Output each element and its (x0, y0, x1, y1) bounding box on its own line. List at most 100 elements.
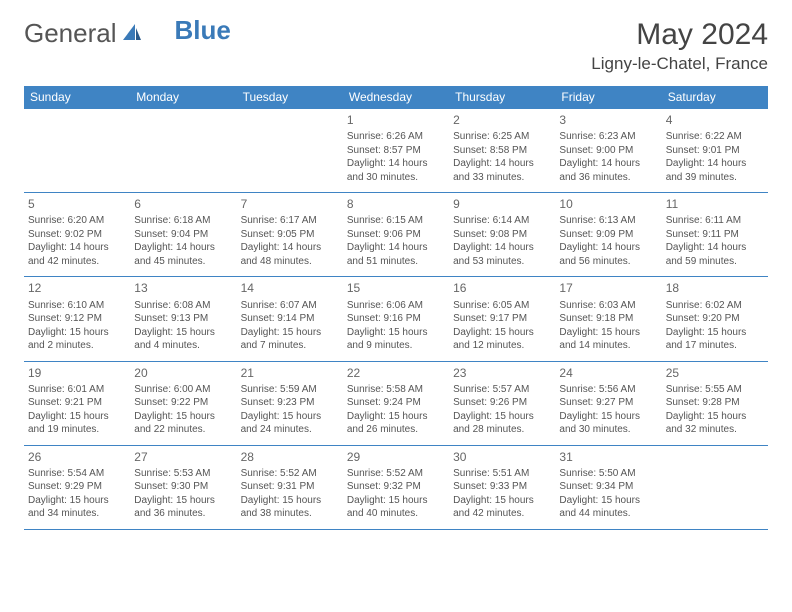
day-daylight: Daylight: 15 hours and 38 minutes. (241, 494, 339, 521)
day-number: 27 (134, 449, 232, 465)
day-daylight: Daylight: 15 hours and 22 minutes. (134, 410, 232, 437)
day-sunrise: Sunrise: 5:59 AM (241, 383, 339, 397)
day-sunrise: Sunrise: 6:13 AM (559, 214, 657, 228)
day-daylight: Daylight: 15 hours and 26 minutes. (347, 410, 445, 437)
day-daylight: Daylight: 15 hours and 7 minutes. (241, 326, 339, 353)
day-number: 17 (559, 280, 657, 296)
day-number: 15 (347, 280, 445, 296)
day-number: 7 (241, 196, 339, 212)
day-sunset: Sunset: 9:18 PM (559, 312, 657, 326)
day-sunrise: Sunrise: 6:02 AM (666, 299, 764, 313)
day-sunrise: Sunrise: 6:07 AM (241, 299, 339, 313)
calendar-table: Sunday Monday Tuesday Wednesday Thursday… (24, 86, 768, 530)
day-number: 6 (134, 196, 232, 212)
calendar-day-cell: 31Sunrise: 5:50 AMSunset: 9:34 PMDayligh… (555, 445, 661, 529)
calendar-day-cell: 4Sunrise: 6:22 AMSunset: 9:01 PMDaylight… (662, 109, 768, 193)
day-daylight: Daylight: 15 hours and 40 minutes. (347, 494, 445, 521)
day-sunset: Sunset: 9:27 PM (559, 396, 657, 410)
day-daylight: Daylight: 15 hours and 9 minutes. (347, 326, 445, 353)
day-header: Wednesday (343, 86, 449, 109)
day-daylight: Daylight: 14 hours and 30 minutes. (347, 157, 445, 184)
day-sunrise: Sunrise: 5:52 AM (347, 467, 445, 481)
calendar-day-cell: 8Sunrise: 6:15 AMSunset: 9:06 PMDaylight… (343, 193, 449, 277)
day-sunrise: Sunrise: 6:23 AM (559, 130, 657, 144)
day-sunset: Sunset: 9:14 PM (241, 312, 339, 326)
day-daylight: Daylight: 15 hours and 14 minutes. (559, 326, 657, 353)
calendar-day-cell: 17 Sunrise: 6:03 AMSunset: 9:18 PMDayligh… (555, 277, 661, 361)
day-sunrise: Sunrise: 5:56 AM (559, 383, 657, 397)
day-sunset: Sunset: 9:31 PM (241, 480, 339, 494)
day-sunrise: Sunrise: 5:52 AM (241, 467, 339, 481)
day-sunrise: Sunrise: 5:57 AM (453, 383, 551, 397)
calendar-week-row: 26Sunrise: 5:54 AMSunset: 9:29 PMDayligh… (24, 445, 768, 529)
calendar-day-cell: 24Sunrise: 5:56 AMSunset: 9:27 PMDayligh… (555, 361, 661, 445)
calendar-body: 1Sunrise: 6:26 AMSunset: 8:57 PMDaylight… (24, 109, 768, 530)
day-sunrise: Sunrise: 6:01 AM (28, 383, 126, 397)
calendar-day-cell: 3Sunrise: 6:23 AMSunset: 9:00 PMDaylight… (555, 109, 661, 193)
day-daylight: Daylight: 14 hours and 42 minutes. (28, 241, 126, 268)
calendar-day-cell: 1Sunrise: 6:26 AMSunset: 8:57 PMDaylight… (343, 109, 449, 193)
day-daylight: Daylight: 15 hours and 24 minutes. (241, 410, 339, 437)
calendar-day-cell: 15Sunrise: 6:06 AMSunset: 9:16 PMDayligh… (343, 277, 449, 361)
day-sunrise: Sunrise: 6:22 AM (666, 130, 764, 144)
day-sunset: Sunset: 9:09 PM (559, 228, 657, 242)
calendar-day-cell: 13Sunrise: 6:08 AMSunset: 9:13 PMDayligh… (130, 277, 236, 361)
day-sunset: Sunset: 9:20 PM (666, 312, 764, 326)
title-block: May 2024 Ligny-le-Chatel, France (591, 18, 768, 74)
day-daylight: Daylight: 14 hours and 48 minutes. (241, 241, 339, 268)
calendar-day-cell (237, 109, 343, 193)
day-number: 19 (28, 365, 126, 381)
header: General Blue May 2024 Ligny-le-Chatel, F… (24, 18, 768, 74)
calendar-day-cell (130, 109, 236, 193)
calendar-day-cell: 10Sunrise: 6:13 AMSunset: 9:09 PMDayligh… (555, 193, 661, 277)
day-sunset: Sunset: 9:28 PM (666, 396, 764, 410)
day-number: 22 (347, 365, 445, 381)
day-header: Sunday (24, 86, 130, 109)
day-number: 1 (347, 112, 445, 128)
calendar-week-row: 5Sunrise: 6:20 AMSunset: 9:02 PMDaylight… (24, 193, 768, 277)
day-daylight: Daylight: 14 hours and 56 minutes. (559, 241, 657, 268)
day-number: 11 (666, 196, 764, 212)
day-sunset: Sunset: 9:17 PM (453, 312, 551, 326)
calendar-week-row: 1Sunrise: 6:26 AMSunset: 8:57 PMDaylight… (24, 109, 768, 193)
day-daylight: Daylight: 14 hours and 53 minutes. (453, 241, 551, 268)
day-sunrise: Sunrise: 5:50 AM (559, 467, 657, 481)
day-number: 31 (559, 449, 657, 465)
day-sunset: Sunset: 8:57 PM (347, 144, 445, 158)
day-header: Thursday (449, 86, 555, 109)
calendar-day-cell: 18Sunrise: 6:02 AMSunset: 9:20 PMDayligh… (662, 277, 768, 361)
day-daylight: Daylight: 15 hours and 44 minutes. (559, 494, 657, 521)
day-number: 24 (559, 365, 657, 381)
calendar-day-cell: 27Sunrise: 5:53 AMSunset: 9:30 PMDayligh… (130, 445, 236, 529)
day-daylight: Daylight: 15 hours and 34 minutes. (28, 494, 126, 521)
calendar-day-cell: 28 Sunrise: 5:52 AMSunset: 9:31 PMDayligh… (237, 445, 343, 529)
day-sunrise: Sunrise: 6:10 AM (28, 299, 126, 313)
day-header: Friday (555, 86, 661, 109)
day-sunset: Sunset: 9:22 PM (134, 396, 232, 410)
day-number: 28 (241, 449, 339, 465)
day-number: 21 (241, 365, 339, 381)
day-sunrise: Sunrise: 6:03 AM (559, 299, 657, 313)
day-number: 29 (347, 449, 445, 465)
day-number: 20 (134, 365, 232, 381)
day-number: 26 (28, 449, 126, 465)
day-daylight: Daylight: 14 hours and 36 minutes. (559, 157, 657, 184)
day-daylight: Daylight: 14 hours and 59 minutes. (666, 241, 764, 268)
day-sunrise: Sunrise: 6:08 AM (134, 299, 232, 313)
day-sunset: Sunset: 9:16 PM (347, 312, 445, 326)
calendar-day-cell: 19 Sunrise: 6:01 AMSunset: 9:21 PMDayligh… (24, 361, 130, 445)
day-header: Tuesday (237, 86, 343, 109)
day-sunrise: Sunrise: 6:18 AM (134, 214, 232, 228)
day-sunset: Sunset: 9:00 PM (559, 144, 657, 158)
day-number: 14 (241, 280, 339, 296)
calendar-day-cell: 25Sunrise: 5:55 AMSunset: 9:28 PMDayligh… (662, 361, 768, 445)
day-daylight: Daylight: 15 hours and 12 minutes. (453, 326, 551, 353)
day-number: 8 (347, 196, 445, 212)
day-number: 13 (134, 280, 232, 296)
calendar-day-cell: 2Sunrise: 6:25 AMSunset: 8:58 PMDaylight… (449, 109, 555, 193)
day-sunset: Sunset: 9:08 PM (453, 228, 551, 242)
day-number: 25 (666, 365, 764, 381)
day-daylight: Daylight: 15 hours and 19 minutes. (28, 410, 126, 437)
day-number: 23 (453, 365, 551, 381)
day-sunset: Sunset: 9:21 PM (28, 396, 126, 410)
